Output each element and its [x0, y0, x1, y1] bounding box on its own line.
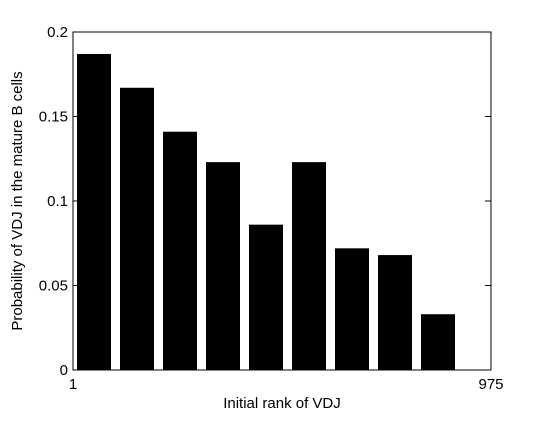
bar-5: [249, 224, 283, 370]
bar-8: [378, 255, 412, 370]
y-tick-label: 0.2: [47, 24, 68, 41]
bar-9: [421, 314, 455, 370]
bars: [77, 53, 455, 371]
y-tick-label: 0.05: [39, 278, 68, 295]
x-tick-label: 975: [478, 376, 503, 393]
bar-3: [163, 131, 197, 370]
y-tick-label: 0: [60, 362, 68, 379]
y-tick-label: 0.1: [47, 193, 68, 210]
bar-1: [77, 53, 111, 370]
y-axis-ticks: 0 0.05 0.1 0.15 0.2: [39, 24, 491, 379]
x-axis-ticks: 1 975: [69, 376, 504, 393]
y-axis-label: Probability of VDJ in the mature B cells: [9, 71, 26, 330]
bar-4: [206, 162, 240, 370]
x-axis-label: Initial rank of VDJ: [223, 395, 341, 412]
y-tick-label: 0.15: [39, 109, 68, 126]
bar-7: [335, 248, 369, 370]
bar-2: [120, 87, 154, 371]
bar-6: [292, 162, 326, 370]
x-tick-label: 1: [69, 376, 77, 393]
